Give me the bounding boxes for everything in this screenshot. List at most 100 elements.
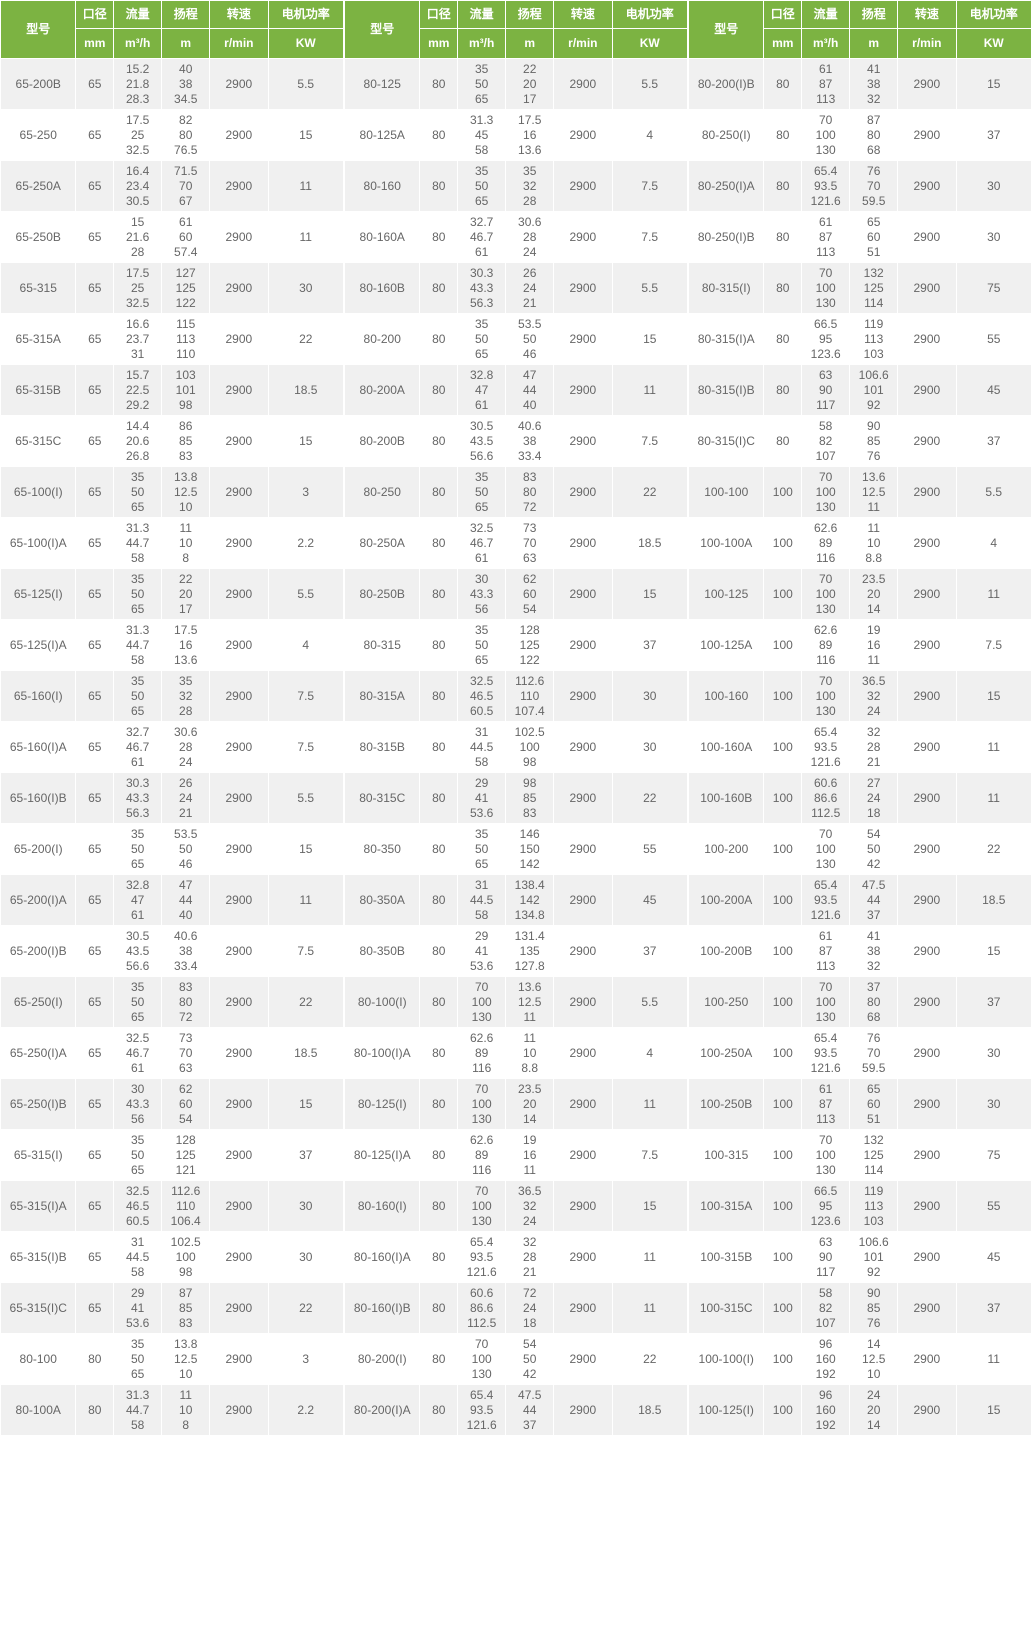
cell-speed: 2900 xyxy=(898,875,956,926)
table-row: 80-315(I)A8066.5 95 123.6119 113 1032900… xyxy=(689,314,1032,365)
cell-head: 23.5 20 14 xyxy=(506,1079,554,1130)
cell-flow: 70 100 130 xyxy=(802,671,850,722)
th-power: 电机功率 xyxy=(268,1,344,29)
table-row: 100-25010070 100 13037 80 68290037 xyxy=(689,977,1032,1028)
cell-power: 15 xyxy=(268,416,344,467)
cell-power: 4 xyxy=(268,620,344,671)
cell-model: 80-315(I)C xyxy=(689,416,764,467)
cell-flow: 58 82 107 xyxy=(802,1283,850,1334)
cell-model: 80-100(I) xyxy=(345,977,420,1028)
cell-flow-value: 30.5 43.5 56.6 xyxy=(114,929,161,974)
cell-head-value: 71.5 70 67 xyxy=(162,164,209,209)
cell-power: 7.5 xyxy=(612,161,688,212)
cell-head: 119 113 103 xyxy=(850,314,898,365)
cell-model: 65-200(I) xyxy=(1,824,76,875)
cell-flow-value: 35 50 65 xyxy=(114,674,161,719)
cell-head-value: 82 80 76.5 xyxy=(162,113,209,158)
cell-head-value: 54 50 42 xyxy=(850,827,897,872)
cell-head-value: 132 125 114 xyxy=(850,1133,897,1178)
cell-speed: 2900 xyxy=(554,416,612,467)
cell-speed: 2900 xyxy=(210,1334,268,1385)
cell-model: 65-250A xyxy=(1,161,76,212)
cell-speed: 2900 xyxy=(898,1130,956,1181)
cell-head: 36.5 32 24 xyxy=(506,1181,554,1232)
cell-flow-value: 70 100 130 xyxy=(802,266,849,311)
cell-speed: 2900 xyxy=(210,161,268,212)
cell-head: 41 38 32 xyxy=(850,926,898,977)
cell-head-value: 47.5 44 37 xyxy=(850,878,897,923)
cell-speed: 2900 xyxy=(554,365,612,416)
cell-head-value: 131.4 135 127.8 xyxy=(506,929,553,974)
cell-head: 11 10 8.8 xyxy=(850,518,898,569)
cell-head: 22 20 17 xyxy=(506,59,554,110)
cell-model: 65-200(I)B xyxy=(1,926,76,977)
table-row: 80-160A8032.7 46.7 6130.6 28 2429007.5 xyxy=(345,212,688,263)
cell-flow-value: 62.6 89 116 xyxy=(458,1031,505,1076)
table-row: 100-16010070 100 13036.5 32 24290015 xyxy=(689,671,1032,722)
cell-speed: 2900 xyxy=(210,416,268,467)
cell-speed: 2900 xyxy=(210,1232,268,1283)
cell-flow: 70 100 130 xyxy=(802,110,850,161)
cell-flow: 32.5 46.7 61 xyxy=(114,1028,162,1079)
cell-model: 100-200 xyxy=(689,824,764,875)
table-row: 65-160(I)6535 50 6535 32 2829007.5 xyxy=(1,671,344,722)
cell-head-value: 36.5 32 24 xyxy=(850,674,897,719)
table-row: 65-3156517.5 25 32.5127 125 122290030 xyxy=(1,263,344,314)
cell-head-value: 11 10 8.8 xyxy=(506,1031,553,1076)
cell-diameter: 80 xyxy=(420,1385,458,1436)
cell-power: 45 xyxy=(956,1232,1032,1283)
table-row: 65-125(I)6535 50 6522 20 1729005.5 xyxy=(1,569,344,620)
cell-head: 19 16 11 xyxy=(850,620,898,671)
cell-model: 65-250(I)A xyxy=(1,1028,76,1079)
cell-flow: 32.7 46.7 61 xyxy=(114,722,162,773)
table-row: 65-200(I)B6530.5 43.5 56.640.6 38 33.429… xyxy=(1,926,344,977)
cell-flow-value: 96 160 192 xyxy=(802,1388,849,1433)
cell-speed: 2900 xyxy=(898,416,956,467)
cell-model: 65-160(I)A xyxy=(1,722,76,773)
cell-head: 146 150 142 xyxy=(506,824,554,875)
cell-head: 65 60 51 xyxy=(850,212,898,263)
cell-speed: 2900 xyxy=(210,1028,268,1079)
cell-power: 55 xyxy=(956,314,1032,365)
cell-power: 55 xyxy=(612,824,688,875)
cell-power: 22 xyxy=(612,467,688,518)
th-speed-unit: r/min xyxy=(554,29,612,59)
cell-head-value: 26 24 21 xyxy=(506,266,553,311)
cell-head: 36.5 32 24 xyxy=(850,671,898,722)
cell-speed: 2900 xyxy=(210,1181,268,1232)
cell-flow: 65.4 93.5 121.6 xyxy=(802,722,850,773)
cell-flow: 70 100 130 xyxy=(458,1181,506,1232)
cell-head: 54 50 42 xyxy=(850,824,898,875)
cell-flow: 31.3 45 58 xyxy=(458,110,506,161)
cell-flow-value: 61 87 113 xyxy=(802,929,849,974)
th-speed-unit: r/min xyxy=(898,29,956,59)
spec-table: 型号口径流量扬程转速电机功率mmm³/hmr/minKW65-200B6515.… xyxy=(0,0,344,1436)
cell-head: 27 24 18 xyxy=(850,773,898,824)
cell-head: 40.6 38 33.4 xyxy=(506,416,554,467)
cell-head-value: 17.5 16 13.6 xyxy=(506,113,553,158)
cell-diameter: 65 xyxy=(76,671,114,722)
table-row: 65-315(I)C6529 41 53.687 85 83290022 xyxy=(1,1283,344,1334)
cell-flow: 61 87 113 xyxy=(802,59,850,110)
table-row: 100-315B10063 90 117106.6 101 92290045 xyxy=(689,1232,1032,1283)
cell-speed: 2900 xyxy=(554,824,612,875)
cell-power: 5.5 xyxy=(612,263,688,314)
cell-head-value: 13.6 12.5 11 xyxy=(850,470,897,515)
cell-flow: 70 100 130 xyxy=(802,824,850,875)
table-row: 80-250(I)A8065.4 93.5 121.676 70 59.5290… xyxy=(689,161,1032,212)
cell-speed: 2900 xyxy=(898,1079,956,1130)
cell-diameter: 80 xyxy=(420,314,458,365)
spec-table-panel: 型号口径流量扬程转速电机功率mmm³/hmr/minKW80-1258035 5… xyxy=(344,0,688,1436)
cell-diameter: 65 xyxy=(76,977,114,1028)
cell-head: 35 32 28 xyxy=(506,161,554,212)
table-row: 65-250A6516.4 23.4 30.571.5 70 67290011 xyxy=(1,161,344,212)
cell-model: 80-315C xyxy=(345,773,420,824)
cell-speed: 2900 xyxy=(898,263,956,314)
table-row: 65-200(I)A6532.8 47 6147 44 40290011 xyxy=(1,875,344,926)
table-row: 80-125(I)8070 100 13023.5 20 14290011 xyxy=(345,1079,688,1130)
cell-diameter: 80 xyxy=(764,59,802,110)
cell-speed: 2900 xyxy=(554,620,612,671)
cell-head: 83 80 72 xyxy=(506,467,554,518)
cell-speed: 2900 xyxy=(898,212,956,263)
table-row: 65-250(I)A6532.5 46.7 6173 70 63290018.5 xyxy=(1,1028,344,1079)
